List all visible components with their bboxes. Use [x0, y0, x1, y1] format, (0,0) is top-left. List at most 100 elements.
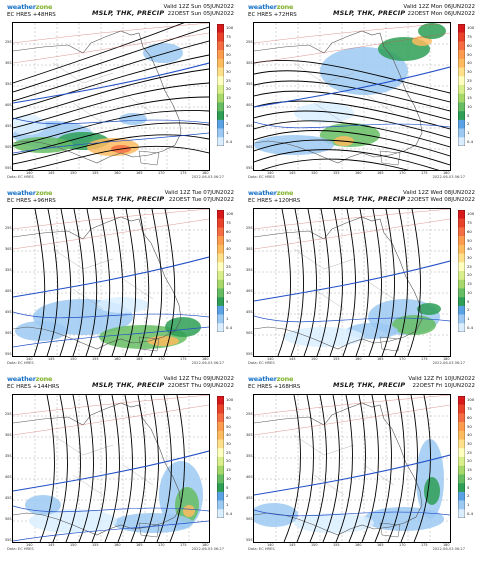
- weatherzone-logo: weatherzone: [7, 3, 53, 11]
- colorbar-swatch: [217, 465, 224, 475]
- y-tick-label: 25S: [5, 40, 12, 44]
- coastline: [13, 216, 182, 350]
- valid-utc: Valid 12Z Tue 07JUN2022: [164, 190, 234, 196]
- colorbar-swatch: [217, 491, 224, 501]
- y-tick-label: 30S: [5, 247, 12, 251]
- colorbar-tick-label: 5: [226, 298, 229, 304]
- colorbar-swatch: [458, 24, 465, 33]
- footer-timestamp: 2022-06-03 06:27: [191, 175, 224, 179]
- x-tick-label: 145: [289, 543, 296, 547]
- colorbar-swatch: [458, 465, 465, 475]
- y-tick-label: 35S: [5, 454, 12, 458]
- tasmania: [379, 150, 401, 166]
- x-tick-label: 150: [70, 171, 77, 175]
- colorbar-tick-label: 0.4: [226, 510, 233, 516]
- colorbar-tick-label: 25: [467, 77, 472, 83]
- colorbar-swatch: [458, 262, 465, 272]
- valid-utc: Valid 12Z Mon 06JUN2022: [403, 4, 475, 10]
- colorbar-tick-label: 5: [226, 484, 229, 490]
- colorbar-tick-label: 20: [226, 86, 231, 92]
- valid-utc: Valid 12Z Wed 08JUN2022: [402, 190, 475, 196]
- precip-colorbar: [217, 24, 224, 146]
- tasmania: [379, 336, 401, 352]
- colorbar-tick-label: 1: [467, 501, 470, 507]
- x-tick-label: 165: [377, 171, 384, 175]
- y-tick-label: 55S: [246, 538, 253, 542]
- colorbar-swatch: [217, 474, 224, 484]
- colorbar-swatch: [217, 271, 224, 280]
- weatherzone-logo: weatherzone: [248, 375, 294, 383]
- y-tick-label: 40S: [246, 289, 253, 293]
- colorbar-swatch: [458, 58, 465, 68]
- y-tick-label: 45S: [5, 124, 12, 128]
- x-tick-label: 175: [421, 171, 428, 175]
- colorbar-swatch: [217, 305, 224, 315]
- x-tick-label: 160: [355, 357, 362, 361]
- colorbar-tick-label: 50: [226, 423, 231, 429]
- panel-header: weatherzone EC HRES +168HRS MSLP, THK, P…: [245, 376, 477, 394]
- colorbar-swatch: [458, 439, 465, 449]
- valid-utc: Valid 12Z Thu 09JUN2022: [163, 376, 234, 382]
- weatherzone-logo: weatherzone: [7, 375, 53, 383]
- x-tick-label: 160: [355, 171, 362, 175]
- colorbar-swatch: [458, 323, 465, 332]
- x-tick-label: 150: [311, 543, 318, 547]
- isobars: [283, 395, 431, 542]
- colorbar-tick-label: 50: [467, 237, 472, 243]
- colorbar-swatch: [217, 58, 224, 68]
- x-tick-label: 180: [443, 171, 450, 175]
- colorbar-tick-label: 0.4: [226, 324, 233, 330]
- y-tick-label: 40S: [5, 103, 12, 107]
- colorbar-tick-label: 10: [226, 475, 231, 481]
- colorbar-tick-label: 2: [226, 121, 229, 127]
- colorbar-tick-label: 75: [467, 220, 472, 226]
- valid-local: 22OEST Mon 06JUN2022: [407, 10, 475, 17]
- colorbar-swatch: [458, 137, 465, 146]
- y-tick-label: 45S: [5, 310, 12, 314]
- x-tick-label: 155: [92, 357, 99, 361]
- colorbar-swatch: [217, 279, 224, 289]
- colorbar-swatch: [217, 93, 224, 103]
- panel-header: weatherzone EC HRES +72HRS MSLP, THK, PR…: [245, 4, 477, 22]
- valid-time: Valid 12Z Thu 09JUN2022 22OEST Thu 09JUN…: [164, 376, 234, 389]
- x-tick-label: 170: [158, 171, 165, 175]
- colorbar-tick-label: 100: [467, 25, 475, 31]
- colorbar-swatch: [458, 41, 465, 51]
- colorbar-swatch: [458, 474, 465, 484]
- x-tick-label: 175: [180, 543, 187, 547]
- state-borders: [52, 62, 154, 124]
- colorbar-swatch: [217, 137, 224, 146]
- colorbar-swatch: [217, 67, 224, 77]
- colorbar-tick-label: 1: [226, 129, 229, 135]
- colorbar-tick-label: 60: [226, 414, 231, 420]
- model-run-label: EC HRES +144HRS: [7, 384, 60, 390]
- x-tick-label: 155: [333, 357, 340, 361]
- x-tick-label: 160: [114, 171, 121, 175]
- valid-local: 22OEST Thu 09JUN2022: [167, 382, 234, 389]
- forecast-panel: weatherzone EC HRES +48HRS MSLP, THK, PR…: [4, 4, 236, 182]
- colorbar-swatch: [458, 422, 465, 432]
- isobars: [254, 59, 450, 170]
- x-tick-label: 145: [289, 171, 296, 175]
- colorbar-swatch: [217, 509, 224, 518]
- colorbar-tick-label: 1: [226, 315, 229, 321]
- colorbar-tick-label: 10: [226, 289, 231, 295]
- footer-source: Data: EC HRES: [248, 175, 275, 179]
- colorbar-swatch: [217, 50, 224, 60]
- colorbar-swatch: [217, 41, 224, 51]
- colorbar-swatch: [458, 288, 465, 298]
- colorbar-tick-label: 5: [467, 112, 470, 118]
- colorbar-swatch: [217, 111, 224, 121]
- colorbar-swatch: [458, 50, 465, 60]
- x-tick-label: 145: [48, 357, 55, 361]
- colorbar-tick-label: 75: [467, 406, 472, 412]
- x-tick-label: 155: [333, 543, 340, 547]
- colorbar-tick-label: 60: [467, 414, 472, 420]
- colorbar-tick-label: 2: [467, 121, 470, 127]
- x-tick-label: 150: [70, 357, 77, 361]
- precip-colorbar: [458, 24, 465, 146]
- x-tick-label: 145: [48, 543, 55, 547]
- colorbar-swatch: [458, 404, 465, 414]
- y-tick-label: 35S: [246, 454, 253, 458]
- colorbar-tick-label: 0.4: [467, 510, 474, 516]
